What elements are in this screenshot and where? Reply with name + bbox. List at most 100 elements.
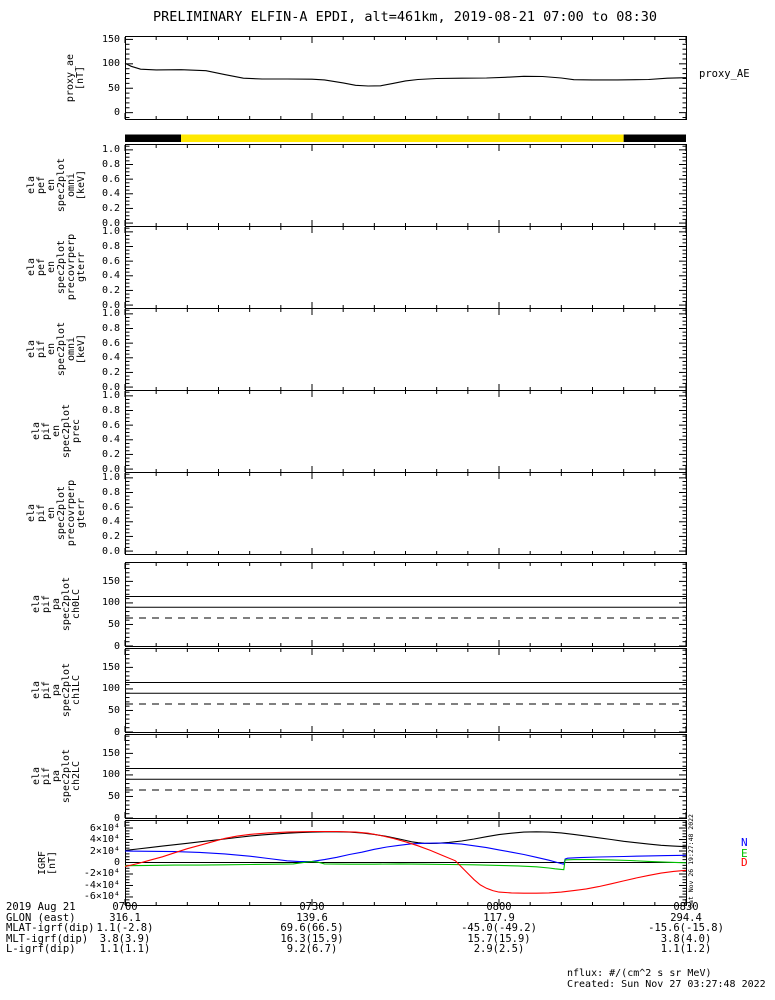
series-N: [124, 842, 687, 865]
y-tick-label-ela_pef_en_spec2plot_omni: 0.0: [101, 217, 120, 229]
y-tick-label-ela_pif_en_spec2plot_prec: 0.8: [101, 405, 120, 416]
y-tick-label-ela_pef_en_spec2plot_precovrperp_gterr: 0.6: [101, 255, 120, 267]
legend-entry-E: E: [741, 847, 748, 860]
y-tick-label-proxy_ae: 0: [113, 107, 120, 119]
panel-y-axis-label-ela_pif_pa_spec2plot_ch2LC: ela pif pa spec2plot ch2LC: [31, 748, 82, 804]
panel-ela_pif_en_spec2plot_prec: [124, 390, 687, 473]
panel-y-axis-label-ela_pif_en_spec2plot_prec: ela pif en spec2plot prec: [31, 403, 82, 459]
panel-y-axis-label-igrf: IGRF [nT]: [37, 850, 58, 875]
y-tick-label-igrf: 6×10⁴: [89, 822, 120, 834]
y-tick-label-ela_pif_pa_spec2plot_ch0LC: 100: [101, 597, 120, 609]
y-tick-label-ela_pif_pa_spec2plot_ch1LC: 0: [113, 726, 120, 738]
page-title: PRELIMINARY ELFIN-A EPDI, alt=461km, 201…: [153, 9, 657, 25]
y-tick-label-igrf: 0: [113, 857, 120, 868]
y-tick-label-ela_pef_en_spec2plot_precovrperp_gterr: 0.4: [101, 270, 120, 282]
y-tick-label-ela_pif_pa_spec2plot_ch2LC: 0: [113, 812, 120, 824]
panel-igrf: [124, 820, 687, 906]
y-tick-label-ela_pif_en_spec2plot_precovrperp_gterr: 1.0: [101, 472, 120, 484]
orbit-status-bar: [125, 134, 686, 142]
ephemeris-row-label: L-igrf(dip): [6, 943, 76, 955]
ephemeris-row-label: MLT-igrf(dip): [6, 932, 89, 945]
y-tick-label-ela_pif_en_spec2plot_omni: 0.6: [101, 337, 120, 349]
panel-ela_pif_en_spec2plot_omni: [124, 308, 687, 391]
y-tick-label-ela_pif_en_spec2plot_precovrperp_gterr: 0.4: [101, 516, 120, 528]
y-tick-label-ela_pef_en_spec2plot_omni: 0.4: [101, 188, 120, 200]
ephemeris-value: 3.8(3.9): [99, 932, 151, 945]
legend-entry-N: N: [741, 836, 748, 849]
time-tick-label: 0730: [299, 901, 325, 913]
y-tick-label-ela_pif_pa_spec2plot_ch2LC: 100: [101, 769, 120, 781]
y-tick-label-ela_pef_en_spec2plot_omni: 0.6: [101, 173, 120, 185]
y-tick-label-igrf: -2×10⁴: [83, 868, 120, 880]
series-proxy_AE: [124, 62, 687, 87]
ephemeris-value: 1.1(1.2): [660, 943, 712, 955]
y-tick-label-igrf: -6×10⁴: [83, 891, 120, 903]
y-tick-label-igrf: 4×10⁴: [89, 834, 120, 846]
time-tick-label: 0800: [486, 901, 512, 913]
y-tick-label-ela_pif_en_spec2plot_omni: 1.0: [101, 308, 120, 320]
y-tick-label-ela_pif_en_spec2plot_prec: 1.0: [101, 390, 120, 402]
panel-ela_pif_pa_spec2plot_ch2LC: [124, 734, 687, 819]
y-tick-label-proxy_ae: 100: [101, 58, 120, 70]
y-tick-label-proxy_ae: 50: [107, 82, 120, 94]
y-tick-label-ela_pef_en_spec2plot_precovrperp_gterr: 1.0: [101, 226, 120, 238]
ephemeris-value: 117.9: [483, 911, 515, 924]
y-tick-label-ela_pif_pa_spec2plot_ch1LC: 50: [107, 704, 120, 716]
panel-ela_pif_pa_spec2plot_ch0LC: [124, 562, 687, 647]
ephemeris-value: 1.1(1.1): [99, 943, 151, 955]
panel-y-axis-label-ela_pif_pa_spec2plot_ch1LC: ela pif pa spec2plot ch1LC: [31, 662, 82, 718]
panel-ela_pif_en_spec2plot_precovrperp_gterr: [124, 472, 687, 555]
series-E: [124, 859, 687, 871]
ephemeris-value: 15.7(15.9): [467, 932, 531, 945]
y-tick-label-proxy_ae: 150: [101, 33, 120, 45]
ephemeris-value: 316.1: [109, 911, 141, 924]
panel-proxy_ae: [124, 36, 687, 120]
panel-ela_pif_pa_spec2plot_ch1LC: [124, 648, 687, 733]
panel-y-axis-label-ela_pef_en_spec2plot_precovrperp_gterr: ela pef en spec2plot precovrperp gterr: [26, 233, 87, 301]
y-tick-label-ela_pif_en_spec2plot_prec: 0.0: [101, 463, 120, 475]
y-tick-label-ela_pif_pa_spec2plot_ch0LC: 150: [101, 575, 120, 587]
ephemeris-value: 3.8(4.0): [660, 932, 712, 945]
vertical-timestamp: Sat Nov 26 19:27:48 2022: [687, 814, 695, 908]
ephemeris-row-label: GLON (east): [6, 911, 76, 924]
y-tick-label-ela_pif_en_spec2plot_precovrperp_gterr: 0.2: [101, 530, 120, 542]
y-tick-label-ela_pif_en_spec2plot_precovrperp_gterr: 0.8: [101, 487, 120, 498]
y-tick-label-ela_pif_en_spec2plot_omni: 0.2: [101, 366, 120, 378]
y-tick-label-ela_pef_en_spec2plot_precovrperp_gterr: 0.8: [101, 241, 120, 252]
y-tick-label-ela_pif_en_spec2plot_omni: 0.8: [101, 323, 120, 334]
y-tick-label-igrf: 2×10⁴: [89, 845, 120, 857]
ephemeris-value: 139.6: [296, 911, 328, 924]
y-tick-label-ela_pef_en_spec2plot_precovrperp_gterr: 0.0: [101, 299, 120, 311]
y-tick-label-ela_pef_en_spec2plot_omni: 1.0: [101, 144, 120, 156]
y-tick-label-ela_pif_pa_spec2plot_ch0LC: 0: [113, 640, 120, 652]
panel-y-axis-label-ela_pif_en_spec2plot_precovrperp_gterr: ela pif en spec2plot precovrperp gterr: [26, 479, 87, 547]
panel-y-axis-label-ela_pef_en_spec2plot_omni: ela pef en spec2plot omni [keV]: [26, 157, 87, 213]
ephemeris-value: 16.3(15.9): [280, 932, 344, 945]
proxy-ae-series-label: proxy_AE: [699, 68, 750, 80]
time-tick-label: 0830: [673, 901, 699, 913]
y-tick-label-ela_pif_pa_spec2plot_ch2LC: 150: [101, 747, 120, 759]
panel-ela_pef_en_spec2plot_precovrperp_gterr: [124, 226, 687, 309]
ephemeris-row-label: 2019 Aug 21: [6, 901, 76, 913]
ephemeris-value: 294.4: [670, 911, 702, 924]
y-tick-label-ela_pif_pa_spec2plot_ch1LC: 100: [101, 683, 120, 695]
series-D: [124, 830, 687, 894]
y-tick-label-ela_pef_en_spec2plot_omni: 0.2: [101, 202, 120, 214]
ephemeris-value: 9.2(6.7): [286, 943, 338, 955]
time-tick-label: 0700: [112, 901, 138, 913]
ephemeris-value: -45.0(-49.2): [461, 922, 537, 934]
y-tick-label-ela_pif_en_spec2plot_omni: 0.4: [101, 352, 120, 364]
series-Btotal: [124, 831, 687, 851]
panel-ela_pef_en_spec2plot_omni: [124, 144, 687, 227]
y-tick-label-ela_pif_en_spec2plot_omni: 0.0: [101, 381, 120, 393]
y-tick-label-ela_pif_en_spec2plot_precovrperp_gterr: 0.0: [101, 545, 120, 557]
y-tick-label-ela_pef_en_spec2plot_omni: 0.8: [101, 159, 120, 170]
y-tick-label-ela_pif_en_spec2plot_prec: 0.6: [101, 419, 120, 431]
y-tick-label-ela_pif_pa_spec2plot_ch0LC: 50: [107, 618, 120, 630]
units-note: nflux: #/(cm^2 s sr MeV): [567, 968, 712, 979]
y-tick-label-ela_pif_en_spec2plot_precovrperp_gterr: 0.6: [101, 501, 120, 513]
ephemeris-value: 1.1(-2.8): [96, 922, 154, 934]
y-tick-label-ela_pif_pa_spec2plot_ch1LC: 150: [101, 661, 120, 673]
